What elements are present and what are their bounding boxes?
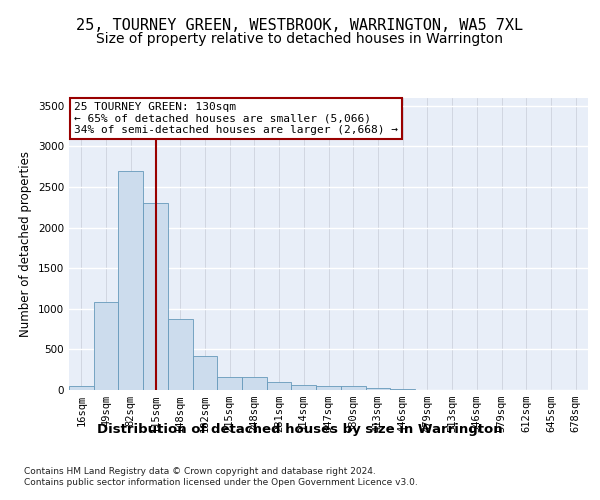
Bar (292, 384, 316, 390)
Bar (365, 388, 390, 390)
Bar (94, 302, 118, 390)
Text: 25, TOURNEY GREEN, WESTBROOK, WARRINGTON, WA5 7XL: 25, TOURNEY GREEN, WESTBROOK, WARRINGTON… (76, 18, 524, 32)
Bar (341, 386, 365, 390)
Bar (143, 203, 168, 390)
Bar (69, 386, 94, 390)
Text: Contains HM Land Registry data © Crown copyright and database right 2024.
Contai: Contains HM Land Registry data © Crown c… (24, 468, 418, 487)
Bar (316, 386, 341, 390)
Bar (267, 382, 292, 390)
Text: Size of property relative to detached houses in Warrington: Size of property relative to detached ho… (97, 32, 503, 46)
Bar (217, 376, 242, 390)
Bar (193, 356, 217, 390)
Text: Distribution of detached houses by size in Warrington: Distribution of detached houses by size … (97, 422, 503, 436)
Bar (168, 318, 193, 390)
Bar (118, 170, 143, 390)
Y-axis label: Number of detached properties: Number of detached properties (19, 151, 32, 337)
Bar (242, 376, 267, 390)
Bar (390, 389, 415, 390)
Text: 25 TOURNEY GREEN: 130sqm
← 65% of detached houses are smaller (5,066)
34% of sem: 25 TOURNEY GREEN: 130sqm ← 65% of detach… (74, 102, 398, 135)
